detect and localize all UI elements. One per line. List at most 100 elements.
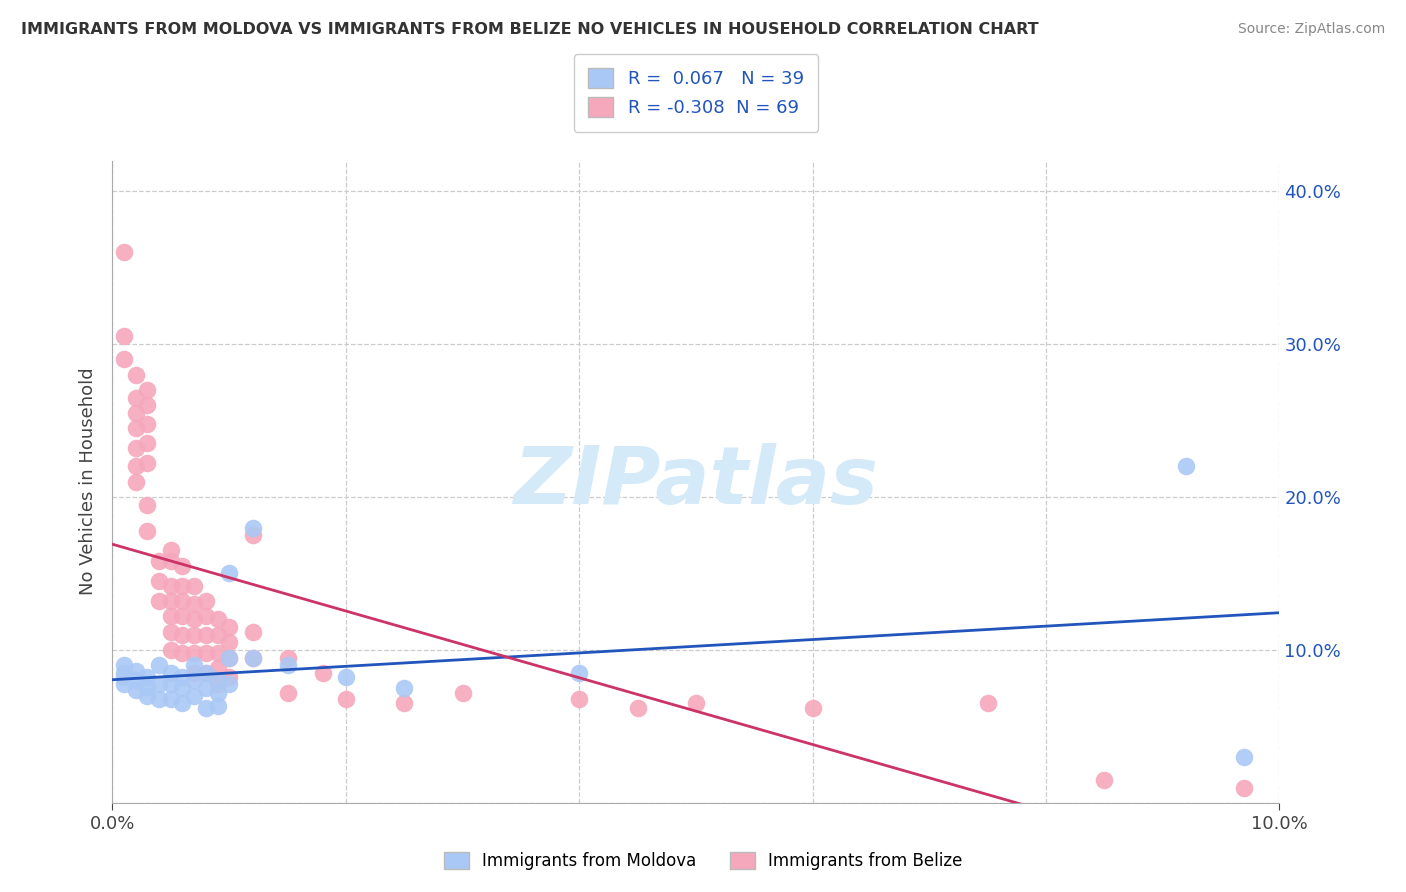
Point (160, 676, 183, 690)
Point (160, 643, 183, 657)
Point (1175, 459, 1198, 474)
Point (160, 594, 183, 608)
Point (183, 579, 205, 593)
Text: Source: ZipAtlas.com: Source: ZipAtlas.com (1237, 22, 1385, 37)
Point (207, 673, 229, 688)
Y-axis label: No Vehicles in Household: No Vehicles in Household (79, 368, 97, 596)
Point (125, 459, 148, 474)
Text: ZIPatlas: ZIPatlas (513, 442, 879, 521)
Text: IMMIGRANTS FROM MOLDOVA VS IMMIGRANTS FROM BELIZE NO VEHICLES IN HOUSEHOLD CORRE: IMMIGRANTS FROM MOLDOVA VS IMMIGRANTS FR… (21, 22, 1039, 37)
Point (194, 609, 217, 624)
Point (276, 658, 298, 673)
Point (136, 456, 159, 470)
Point (125, 441, 148, 455)
Point (148, 658, 170, 673)
Point (136, 689, 159, 703)
Point (136, 398, 159, 412)
Point (136, 680, 159, 694)
Point (172, 681, 194, 695)
Point (136, 383, 159, 397)
Point (125, 665, 148, 679)
Point (183, 646, 205, 660)
Point (194, 627, 217, 641)
Point (451, 686, 474, 700)
Point (148, 691, 170, 706)
Point (207, 676, 229, 690)
Point (568, 691, 591, 706)
Point (976, 697, 998, 711)
Point (194, 665, 217, 680)
Point (172, 697, 194, 711)
Point (276, 686, 298, 700)
Point (685, 697, 707, 711)
Point (218, 650, 240, 665)
Point (112, 670, 135, 684)
Point (160, 554, 183, 568)
Point (218, 620, 240, 634)
Point (194, 594, 217, 608)
Point (194, 701, 217, 715)
Point (207, 686, 229, 700)
Point (136, 524, 159, 538)
Point (183, 627, 205, 641)
Point (242, 520, 264, 534)
Point (183, 689, 205, 703)
Point (148, 676, 170, 690)
Point (207, 646, 229, 660)
Point (801, 701, 824, 715)
Point (125, 475, 148, 489)
Point (183, 658, 205, 673)
Point (207, 699, 229, 714)
Point (392, 697, 416, 711)
Point (1092, 772, 1115, 787)
Point (112, 352, 135, 367)
Point (218, 676, 240, 690)
Point (136, 417, 159, 431)
Point (136, 498, 159, 512)
Point (242, 528, 264, 542)
Point (183, 665, 205, 680)
Point (112, 245, 135, 260)
Point (207, 627, 229, 641)
Point (183, 673, 205, 688)
Point (160, 579, 183, 593)
Point (112, 658, 135, 673)
Point (125, 682, 148, 697)
Point (568, 665, 591, 680)
Point (626, 701, 648, 715)
Point (1233, 750, 1256, 764)
Point (183, 597, 205, 611)
Point (125, 368, 148, 382)
Point (194, 646, 217, 660)
Point (160, 624, 183, 639)
Point (112, 329, 135, 343)
Point (218, 566, 240, 581)
Point (172, 579, 194, 593)
Legend: R =  0.067   N = 39, R = -0.308  N = 69: R = 0.067 N = 39, R = -0.308 N = 69 (574, 54, 818, 132)
Point (335, 670, 357, 684)
Point (172, 594, 194, 608)
Point (148, 554, 170, 568)
Legend: Immigrants from Moldova, Immigrants from Belize: Immigrants from Moldova, Immigrants from… (437, 845, 969, 877)
Point (160, 665, 183, 680)
Point (112, 676, 135, 690)
Point (183, 612, 205, 626)
Point (207, 612, 229, 626)
Point (125, 421, 148, 435)
Point (218, 635, 240, 649)
Point (172, 646, 194, 660)
Point (160, 609, 183, 624)
Point (194, 665, 217, 680)
Point (194, 681, 217, 695)
Point (242, 650, 264, 665)
Point (172, 670, 194, 684)
Point (160, 543, 183, 558)
Point (172, 558, 194, 573)
Point (148, 594, 170, 608)
Point (335, 691, 357, 706)
Point (311, 665, 333, 680)
Point (125, 673, 148, 688)
Point (125, 406, 148, 420)
Point (242, 624, 264, 639)
Point (136, 670, 159, 684)
